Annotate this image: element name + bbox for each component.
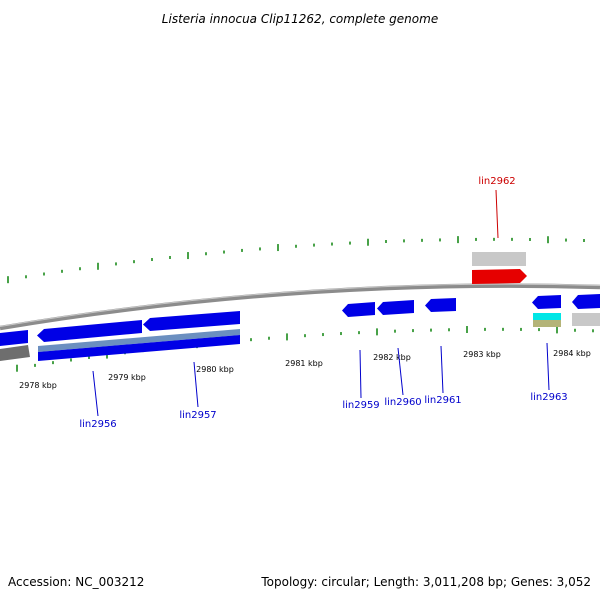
- gene-label-leader: [193, 361, 199, 408]
- scale-tick-label: 2984 kbp: [553, 349, 591, 358]
- map-title: Listeria innocua Clip11262, complete gen…: [162, 12, 438, 26]
- gene-label-leader: [359, 349, 362, 399]
- gene-lin2956-arrow[interactable]: [37, 320, 142, 342]
- feature-grey-right: [572, 313, 600, 326]
- feature-grey-lin2962: [472, 252, 526, 266]
- gene-label-lin2957[interactable]: lin2957: [179, 410, 216, 421]
- gene-label-lin2956[interactable]: lin2956: [79, 419, 116, 430]
- gene-label-leader: [546, 342, 550, 391]
- gene-label-lin2962[interactable]: lin2962: [478, 176, 515, 187]
- gene-lin2963-arrow[interactable]: [532, 295, 561, 309]
- gene-label-lin2959[interactable]: lin2959: [342, 400, 379, 411]
- scale-tick-label: 2981 kbp: [285, 359, 323, 368]
- gene-lin2961-arrow[interactable]: [425, 298, 456, 312]
- feature-grey-left: [0, 345, 30, 361]
- gene-lin2960-arrow[interactable]: [377, 300, 414, 315]
- gene-label-leader: [92, 370, 99, 417]
- gene-lin2955-arrow[interactable]: [0, 330, 28, 346]
- genome-backbone-highlight: [0, 283, 600, 327]
- gene-label-leader: [495, 189, 499, 239]
- feature-olive: [533, 320, 561, 327]
- scale-tick-label: 2982 kbp: [373, 353, 411, 362]
- gene-lin2964-arrow[interactable]: [572, 294, 600, 309]
- gc-skew-outer-ticks: [7, 236, 585, 284]
- gene-labels: lin2956 lin2957 lin2959 lin2960 lin2961 lin29…: [79, 176, 567, 430]
- gene-label-leader: [397, 347, 404, 396]
- scale-tick-label: 2979 kbp: [108, 373, 146, 382]
- scale-tick-label: 2978 kbp: [19, 381, 57, 390]
- gene-label-lin2963[interactable]: lin2963: [530, 392, 567, 403]
- scale-ticks: 2978 kbp 2979 kbp 2980 kbp 2981 kbp 2982 kbp…: [19, 349, 591, 390]
- gene-label-lin2960[interactable]: lin2960: [384, 397, 421, 408]
- gene-lin2962-arrow[interactable]: [472, 269, 527, 284]
- gene-label-leader: [440, 345, 444, 394]
- scale-tick-label: 2983 kbp: [463, 350, 501, 359]
- gene-label-lin2961[interactable]: lin2961: [424, 395, 461, 406]
- accession-label: Accession: NC_003212: [8, 575, 144, 589]
- gene-track: [0, 252, 600, 361]
- genome-summary: Topology: circular; Length: 3,011,208 bp…: [260, 575, 591, 589]
- gene-steel-strip: [38, 329, 240, 352]
- scale-tick-label: 2980 kbp: [196, 365, 234, 374]
- gene-lin2956-lower-arrow[interactable]: [38, 335, 240, 361]
- gene-lin2959-arrow[interactable]: [342, 302, 375, 317]
- gene-lin2957-arrow[interactable]: [143, 311, 240, 331]
- genome-backbone: [0, 283, 600, 331]
- feature-cyan: [533, 313, 561, 320]
